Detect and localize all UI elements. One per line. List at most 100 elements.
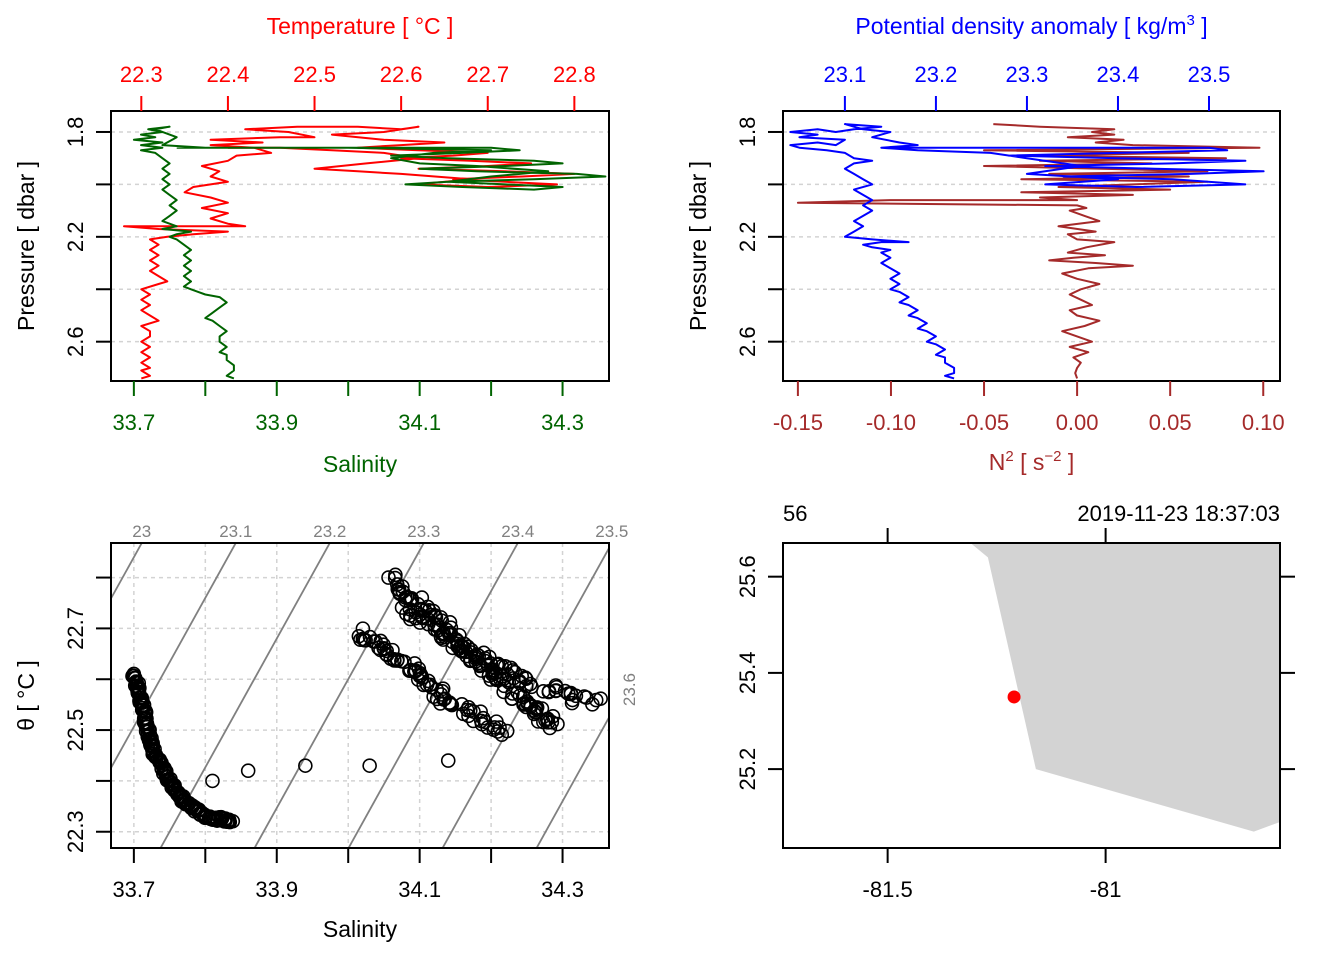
isopycnal-line: [535, 715, 609, 848]
y-tick-label: 2.2: [63, 222, 88, 253]
isopycnal-label: 23.4: [501, 522, 534, 541]
y-tick-label: 2.6: [735, 326, 760, 357]
data-point: [542, 720, 558, 736]
land-layer: [970, 543, 1280, 832]
plot-frame: [110, 110, 610, 382]
y-tick-label: 25.4: [735, 651, 760, 694]
bottom-axis-title: N2 [ s−2 ]: [989, 448, 1075, 475]
data-point: [429, 682, 445, 698]
title-part: [ s: [1014, 449, 1045, 475]
x-tick-label: 34.1: [398, 410, 441, 435]
data-point: [440, 753, 456, 768]
data-point: [433, 696, 448, 711]
series-lines: [789, 123, 1265, 380]
panel-ts-diagram: 22.322.522.733.7 33.9 34.1 34.3 23 23.1 23.2 2…: [13, 522, 639, 942]
axes: 1.8 2.2 2.6 22.3 22.4 22.5 22.6 22.7 22.8 33.7 33.…: [63, 62, 596, 435]
station-number-label: 56: [783, 501, 807, 526]
y-tick-label: 22.7: [63, 607, 88, 650]
top-axis-title: Temperature [ °C ]: [267, 13, 454, 39]
data-point: [475, 710, 491, 726]
top-tick-label: 22.7: [466, 62, 509, 87]
x-tick-label: -81: [1090, 877, 1122, 902]
data-point: [550, 716, 565, 732]
title-superscript: 2: [1005, 448, 1013, 465]
x-tick-label: 33.9: [255, 877, 298, 902]
scatter-points: [125, 567, 608, 830]
title-part: ]: [1061, 449, 1074, 475]
data-point: [403, 592, 418, 608]
top-tick-label: 23.4: [1097, 62, 1140, 87]
data-point: [492, 720, 507, 735]
top-tick-label: 23.5: [1188, 62, 1231, 87]
panel-density-n2-profile: 1.8 2.2 2.6 23.1 23.2 23.3 23.4 23.5 -0.15 -0.10 -…: [685, 12, 1285, 475]
x-tick-label: 0.05: [1149, 410, 1192, 435]
isopycnal-label: 23.5: [595, 522, 628, 541]
y-tick-label: 2.6: [63, 326, 88, 357]
x-tick-label: -81.5: [863, 877, 913, 902]
data-point: [205, 773, 220, 789]
isopycnal-labels: 23 23.1 23.2 23.3 23.4 23.5 23.6: [132, 522, 639, 706]
isopycnal-label: 23.2: [313, 522, 346, 541]
salinity-line: [132, 125, 607, 380]
data-point: [459, 648, 474, 664]
y-axis-title: Pressure [ dbar ]: [13, 161, 39, 331]
density-line: [789, 123, 1265, 380]
station-marker: [1007, 690, 1021, 704]
axes: 1.8 2.2 2.6 23.1 23.2 23.3 23.4 23.5 -0.15 -0.10 -…: [735, 62, 1285, 435]
isopycnal-label: 23: [132, 522, 151, 541]
data-point: [408, 610, 424, 626]
x-tick-label: 33.9: [255, 410, 298, 435]
data-point: [379, 643, 394, 659]
data-point: [499, 723, 515, 739]
x-tick-label: 34.3: [541, 410, 584, 435]
grid-lines: [111, 543, 609, 848]
x-tick-label: 0.00: [1056, 410, 1099, 435]
isopycnal-line: [253, 543, 425, 848]
y-tick-label: 25.2: [735, 748, 760, 791]
data-point: [390, 652, 405, 667]
x-tick-label: -0.10: [866, 410, 916, 435]
x-axis-title: Salinity: [323, 916, 398, 942]
data-point: [564, 695, 580, 711]
title-part: Potential density anomaly [ kg/m: [855, 13, 1186, 39]
x-tick-label: -0.15: [773, 410, 823, 435]
land-polygon: [970, 543, 1280, 832]
data-point: [225, 813, 241, 829]
y-tick-label: 1.8: [63, 117, 88, 148]
top-tick-label: 23.1: [823, 62, 866, 87]
data-point: [516, 696, 532, 711]
top-tick-label: 22.3: [120, 62, 163, 87]
plot-frame: [110, 542, 610, 849]
y-tick-label: 1.8: [735, 117, 760, 148]
data-point: [240, 763, 256, 779]
x-tick-label: 0.10: [1242, 410, 1285, 435]
isopycnal-label: 23.3: [407, 522, 440, 541]
data-point: [505, 686, 520, 701]
title-part: ]: [1195, 13, 1208, 39]
y-axis-title: θ [ °C ]: [13, 660, 39, 731]
plot-frame: [782, 542, 1281, 849]
isopycnal-label: 23.6: [620, 673, 639, 706]
y-axis-title: Pressure [ dbar ]: [685, 161, 711, 331]
top-tick-label: 22.4: [207, 62, 250, 87]
x-tick-label: 33.7: [112, 877, 155, 902]
data-point: [568, 688, 584, 704]
top-axis-title: Potential density anomaly [ kg/m3 ]: [855, 12, 1207, 39]
y-tick-label: 22.3: [63, 810, 88, 853]
panel-station-map: -81.5 -81 25.2 25.4 25.6 56 2019-11-23 18:37…: [735, 501, 1295, 902]
bottom-axis-title: Salinity: [323, 451, 398, 477]
station-layer: [1007, 690, 1021, 704]
top-tick-label: 22.5: [293, 62, 336, 87]
data-point: [362, 758, 377, 773]
title-superscript: 3: [1186, 12, 1194, 29]
data-point: [358, 633, 373, 648]
axes: -81.5 -81 25.2 25.4 25.6: [735, 528, 1295, 902]
title-part: N: [989, 449, 1006, 475]
y-tick-label: 25.6: [735, 555, 760, 598]
n2-line: [796, 123, 1261, 379]
y-tick-label: 2.2: [735, 222, 760, 253]
x-tick-label: 33.7: [112, 410, 155, 435]
isopycnal-lines: [111, 543, 609, 848]
isopycnal-line: [159, 543, 331, 848]
